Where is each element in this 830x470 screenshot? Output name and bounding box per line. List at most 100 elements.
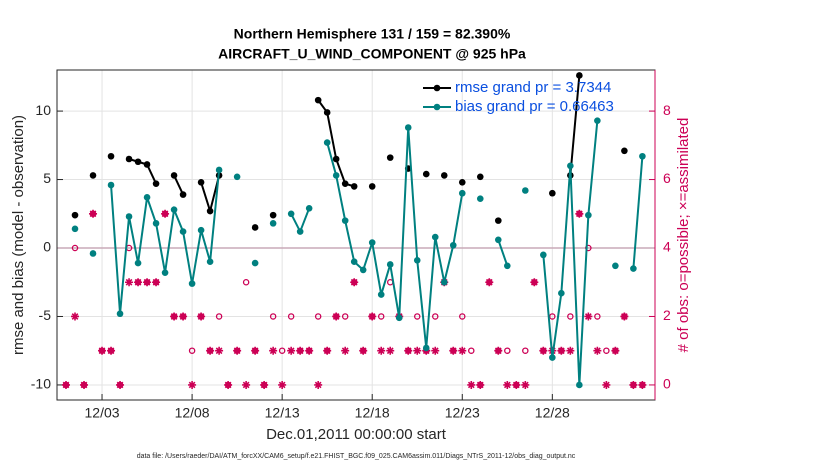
obs-possible-mark [567,313,574,320]
obs-assimilated-mark [170,312,179,321]
obs-assimilated-mark [332,312,341,321]
series-marker [179,228,187,235]
series-marker [251,259,259,267]
series-marker [323,109,331,116]
series-marker [386,154,394,161]
series-marker [585,211,592,219]
x-tick-label: 12/18 [355,405,390,421]
obs-assimilated-mark [323,346,332,355]
series-marker [368,183,376,190]
series-marker [314,96,322,104]
series-marker [621,147,628,155]
chart-subtitle: AIRCRAFT_U_WIND_COMPONENT @ 925 hPa [218,46,526,62]
obs-assimilated-mark [179,312,188,321]
obs-assimilated-mark [62,380,71,389]
series-marker [161,269,169,276]
obs-assimilated-mark [638,380,647,389]
series-marker [152,220,160,227]
y2-tick-label: 4 [663,239,671,255]
series-marker [71,211,79,219]
obs-assimilated-mark [530,278,539,287]
obs-possible-mark [341,313,349,320]
series-marker [215,166,223,174]
obs-possible-mark [432,313,439,320]
series-marker [107,181,115,189]
series-marker [206,207,214,215]
obs-assimilated-mark [557,346,566,355]
obs-assimilated-mark [386,346,395,355]
footnote: data file: /Users/raeder/DAI/ATM_forcXX/… [137,453,576,460]
y2-tick-label: 8 [663,102,671,118]
series-marker [612,262,619,270]
series-marker [458,189,466,197]
obs-assimilated-mark [224,380,233,389]
obs-assimilated-mark [278,380,287,389]
obs-possible-mark [287,313,295,320]
obs-assimilated-mark [611,346,620,355]
series-marker [567,162,574,170]
obs-assimilated-mark [413,346,422,355]
legend-marker [433,84,441,92]
obs-possible-mark [278,347,286,354]
obs-assimilated-mark [503,380,512,389]
obs-possible-mark [215,313,223,320]
x-tick-label: 12/28 [535,405,570,421]
obs-assimilated-mark [350,278,359,287]
obs-assimilated-mark [494,346,503,355]
y2-tick-label: 6 [663,170,671,186]
x-tick-label: 12/23 [445,405,480,421]
series-marker [386,261,394,268]
obs-assimilated-mark [404,346,413,355]
obs-assimilated-mark [296,346,305,355]
obs-assimilated-mark [89,209,98,218]
series-marker [639,152,646,160]
y-axis-label: rmse and bias (model - observation) [10,115,27,355]
series-marker [287,210,295,218]
series-marker [558,289,565,297]
series-marker [413,257,421,264]
obs-assimilated-mark [584,312,593,321]
series-marker [305,204,313,212]
series-marker [341,217,349,224]
series-marker [576,72,583,79]
obs-possible-mark [459,313,466,320]
series-marker [206,258,214,266]
series-marker [179,191,187,198]
obs-possible-mark [413,313,421,320]
series-marker [395,314,403,322]
obs-assimilated-mark [260,380,269,389]
series-marker [197,226,205,234]
obs-assimilated-mark [467,380,476,389]
obs-assimilated-mark [377,346,386,355]
y-tick-label: -5 [39,307,52,323]
obs-assimilated-mark [125,278,134,287]
series-marker [476,173,484,181]
series-marker [549,189,556,197]
obs-assimilated-mark [620,312,629,321]
obs-possible-mark [269,313,277,320]
series-marker [549,354,556,361]
legend-marker [433,103,441,111]
obs-possible-mark [504,347,511,354]
series-marker [143,161,151,168]
obs-assimilated-mark [215,346,224,355]
obs-assimilated-mark [449,346,458,355]
series-marker [494,217,502,224]
x-tick-label: 12/08 [175,405,210,421]
series-marker [89,250,97,257]
obs-possible-mark [71,244,79,252]
series-marker [170,172,178,179]
y-tick-label: -10 [31,376,51,392]
series-marker [323,139,331,146]
obs-assimilated-mark [152,278,161,287]
series-marker [170,206,178,213]
series-marker [251,224,259,231]
series-marker [143,194,151,201]
series-marker [134,259,142,267]
obs-assimilated-mark [512,380,521,389]
series-marker [152,180,160,187]
obs-assimilated-mark [593,346,602,355]
obs-assimilated-mark [359,346,368,355]
obs-assimilated-mark [458,346,467,355]
y-tick-label: 10 [35,102,51,118]
